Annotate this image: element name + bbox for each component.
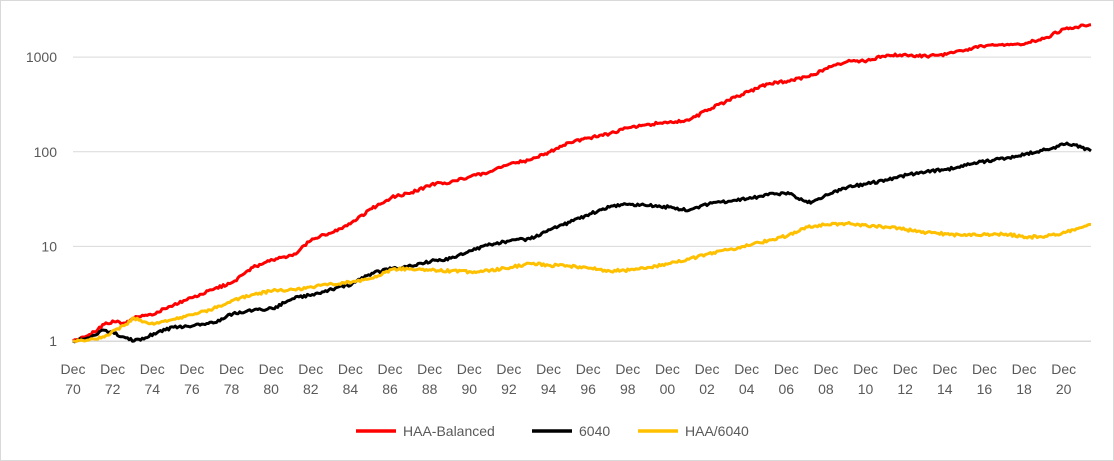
x-tick-label-line2: 00 <box>660 381 676 397</box>
x-tick: Dec 16 <box>972 361 997 397</box>
x-tick: Dec 96 <box>576 361 601 397</box>
x-tick-label-line2: 10 <box>858 381 874 397</box>
x-tick-label-line1: Dec <box>140 361 165 377</box>
x-tick-label-line1: Dec <box>259 361 284 377</box>
x-tick-label-line2: 02 <box>699 381 715 397</box>
x-tick: Dec 76 <box>179 361 204 397</box>
x-tick-label-line1: Dec <box>734 361 759 377</box>
x-tick: Dec 92 <box>496 361 521 397</box>
y-tick-label: 10 <box>41 238 57 254</box>
legend-entry: 6040 <box>532 423 610 439</box>
x-tick-label-line1: Dec <box>179 361 204 377</box>
x-tick-label-line2: 16 <box>977 381 993 397</box>
x-tick-label-line1: Dec <box>536 361 561 377</box>
x-tick: Dec 00 <box>655 361 680 397</box>
x-tick-label-line1: Dec <box>932 361 957 377</box>
x-tick-label-line1: Dec <box>61 361 86 377</box>
x-tick: Dec 18 <box>1012 361 1037 397</box>
x-tick-label-line2: 90 <box>461 381 477 397</box>
y-tick-label: 1 <box>49 333 57 349</box>
x-tick: Dec 02 <box>695 361 720 397</box>
x-tick-label-line1: Dec <box>1051 361 1076 377</box>
x-tick-label-line2: 04 <box>739 381 755 397</box>
x-tick-label-line2: 98 <box>620 381 636 397</box>
x-tick: Dec 78 <box>219 361 244 397</box>
x-tick-label-line2: 76 <box>184 381 200 397</box>
x-tick: Dec 10 <box>853 361 878 397</box>
x-tick: Dec 74 <box>140 361 165 397</box>
x-tick-label-line1: Dec <box>298 361 323 377</box>
x-tick-label-line2: 06 <box>778 381 794 397</box>
x-tick: Dec 94 <box>536 361 561 397</box>
series-line-haa-balanced <box>72 23 1092 343</box>
series-lines <box>72 23 1092 344</box>
x-tick-label-line2: 18 <box>1016 381 1032 397</box>
x-tick-label-line1: Dec <box>100 361 125 377</box>
series-line-6040 <box>72 141 1092 344</box>
x-tick: Dec 72 <box>100 361 125 397</box>
y-axis-ticks: 1 10 100 1000 <box>26 49 57 349</box>
x-axis-ticks: Dec 70 Dec 72 Dec 74 Dec 76 Dec 78 Dec 80 Dec 82 Dec 84… <box>61 361 1077 397</box>
x-tick: Dec 88 <box>417 361 442 397</box>
x-tick-label-line1: Dec <box>378 361 403 377</box>
x-tick-label-line2: 74 <box>144 381 160 397</box>
x-tick-label-line2: 78 <box>224 381 240 397</box>
x-tick-label-line2: 96 <box>580 381 596 397</box>
x-tick: Dec 06 <box>774 361 799 397</box>
x-tick-label-line1: Dec <box>774 361 799 377</box>
legend-label: HAA-Balanced <box>403 423 495 439</box>
x-tick: Dec 84 <box>338 361 363 397</box>
x-tick: Dec 12 <box>893 361 918 397</box>
x-tick: Dec 20 <box>1051 361 1076 397</box>
x-tick-label-line2: 12 <box>897 381 913 397</box>
x-tick-label-line2: 82 <box>303 381 319 397</box>
x-tick-label-line1: Dec <box>338 361 363 377</box>
x-tick-label-line1: Dec <box>496 361 521 377</box>
x-tick: Dec 98 <box>615 361 640 397</box>
x-tick-label-line1: Dec <box>576 361 601 377</box>
x-tick: Dec 70 <box>61 361 86 397</box>
x-tick-label-line1: Dec <box>615 361 640 377</box>
x-tick-label-line2: 94 <box>541 381 557 397</box>
x-tick-label-line2: 20 <box>1056 381 1072 397</box>
legend-label: HAA/6040 <box>685 423 749 439</box>
legend-entry: HAA-Balanced <box>356 423 495 439</box>
x-tick-label-line2: 72 <box>105 381 121 397</box>
x-tick: Dec 14 <box>932 361 957 397</box>
x-tick: Dec 80 <box>259 361 284 397</box>
x-tick-label-line1: Dec <box>853 361 878 377</box>
y-tick-label: 100 <box>34 144 58 160</box>
x-tick-label-line1: Dec <box>972 361 997 377</box>
x-tick-label-line1: Dec <box>813 361 838 377</box>
x-tick: Dec 04 <box>734 361 759 397</box>
x-tick-label-line2: 86 <box>382 381 398 397</box>
x-tick: Dec 90 <box>457 361 482 397</box>
x-tick-label-line1: Dec <box>695 361 720 377</box>
gridlines <box>73 56 1091 342</box>
x-tick-label-line1: Dec <box>893 361 918 377</box>
x-tick-label-line1: Dec <box>655 361 680 377</box>
x-tick-label-line2: 92 <box>501 381 517 397</box>
x-tick-label-line2: 80 <box>263 381 279 397</box>
x-tick-label-line2: 14 <box>937 381 953 397</box>
x-tick: Dec 08 <box>813 361 838 397</box>
y-tick-label: 1000 <box>26 49 57 65</box>
x-tick-label-line1: Dec <box>219 361 244 377</box>
x-tick-label-line2: 08 <box>818 381 834 397</box>
series-line-haa-6040 <box>72 220 1092 343</box>
x-tick-label-line1: Dec <box>1012 361 1037 377</box>
x-tick-label-line2: 70 <box>65 381 81 397</box>
x-tick-label-line1: Dec <box>457 361 482 377</box>
x-tick: Dec 82 <box>298 361 323 397</box>
x-tick-label-line1: Dec <box>417 361 442 377</box>
legend-label: 6040 <box>579 423 610 439</box>
legend-entry: HAA/6040 <box>638 423 749 439</box>
x-tick-label-line2: 84 <box>343 381 359 397</box>
legend: HAA-Balanced 6040 HAA/6040 <box>356 423 749 439</box>
x-tick-label-line2: 88 <box>422 381 438 397</box>
x-tick: Dec 86 <box>378 361 403 397</box>
